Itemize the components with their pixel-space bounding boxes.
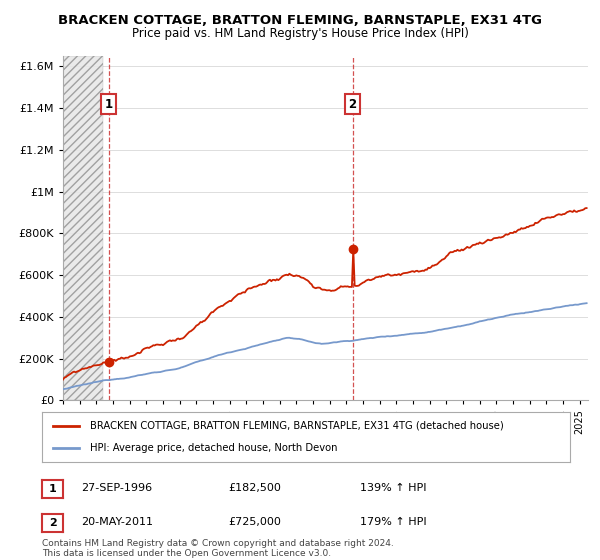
Text: HPI: Average price, detached house, North Devon: HPI: Average price, detached house, Nort… [89,443,337,453]
Text: BRACKEN COTTAGE, BRATTON FLEMING, BARNSTAPLE, EX31 4TG: BRACKEN COTTAGE, BRATTON FLEMING, BARNST… [58,14,542,27]
Text: Price paid vs. HM Land Registry's House Price Index (HPI): Price paid vs. HM Land Registry's House … [131,27,469,40]
Text: 1: 1 [104,97,113,110]
Text: 2: 2 [349,97,357,110]
Text: Contains HM Land Registry data © Crown copyright and database right 2024.
This d: Contains HM Land Registry data © Crown c… [42,539,394,558]
Text: £725,000: £725,000 [228,517,281,527]
Text: £182,500: £182,500 [228,483,281,493]
Text: 139% ↑ HPI: 139% ↑ HPI [360,483,427,493]
Text: 20-MAY-2011: 20-MAY-2011 [81,517,153,527]
Text: 179% ↑ HPI: 179% ↑ HPI [360,517,427,527]
Text: 2: 2 [49,518,56,528]
Text: 27-SEP-1996: 27-SEP-1996 [81,483,152,493]
Text: 1: 1 [49,484,56,494]
Bar [63,56,103,400]
Text: BRACKEN COTTAGE, BRATTON FLEMING, BARNSTAPLE, EX31 4TG (detached house): BRACKEN COTTAGE, BRATTON FLEMING, BARNST… [89,421,503,431]
